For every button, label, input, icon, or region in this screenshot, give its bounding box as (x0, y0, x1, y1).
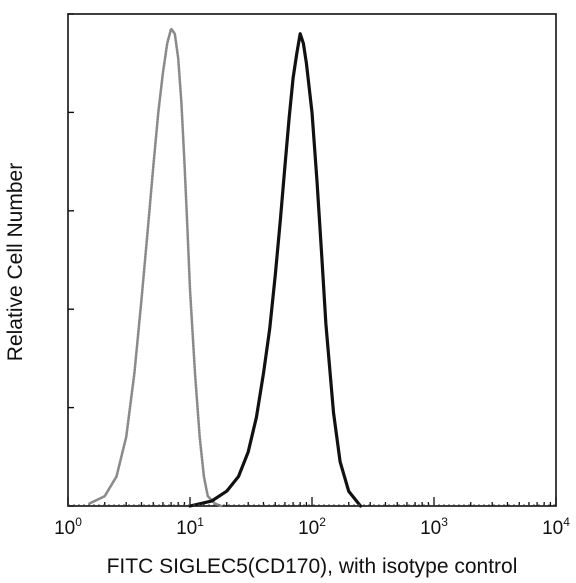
series-siglec5-stained (188, 32, 363, 508)
x-tick-label-1: 101 (176, 515, 204, 539)
series-layer (68, 27, 556, 508)
x-tick-label-4: 104 (542, 515, 570, 539)
y-axis-ticks (68, 13, 74, 507)
x-tick-label-2: 102 (298, 515, 326, 539)
x-tick-label-0: 100 (54, 515, 82, 539)
plot-frame (67, 13, 557, 507)
x-tick-label-3: 103 (420, 515, 448, 539)
series-isotype-control (88, 27, 223, 508)
x-axis-tick-labels: 100 101 102 103 104 (54, 515, 570, 539)
x-axis-ticks (67, 497, 557, 506)
y-axis-label: Relative Cell Number (4, 163, 27, 361)
x-axis-label: FITC SIGLEC5(CD170), with isotype contro… (107, 555, 518, 578)
